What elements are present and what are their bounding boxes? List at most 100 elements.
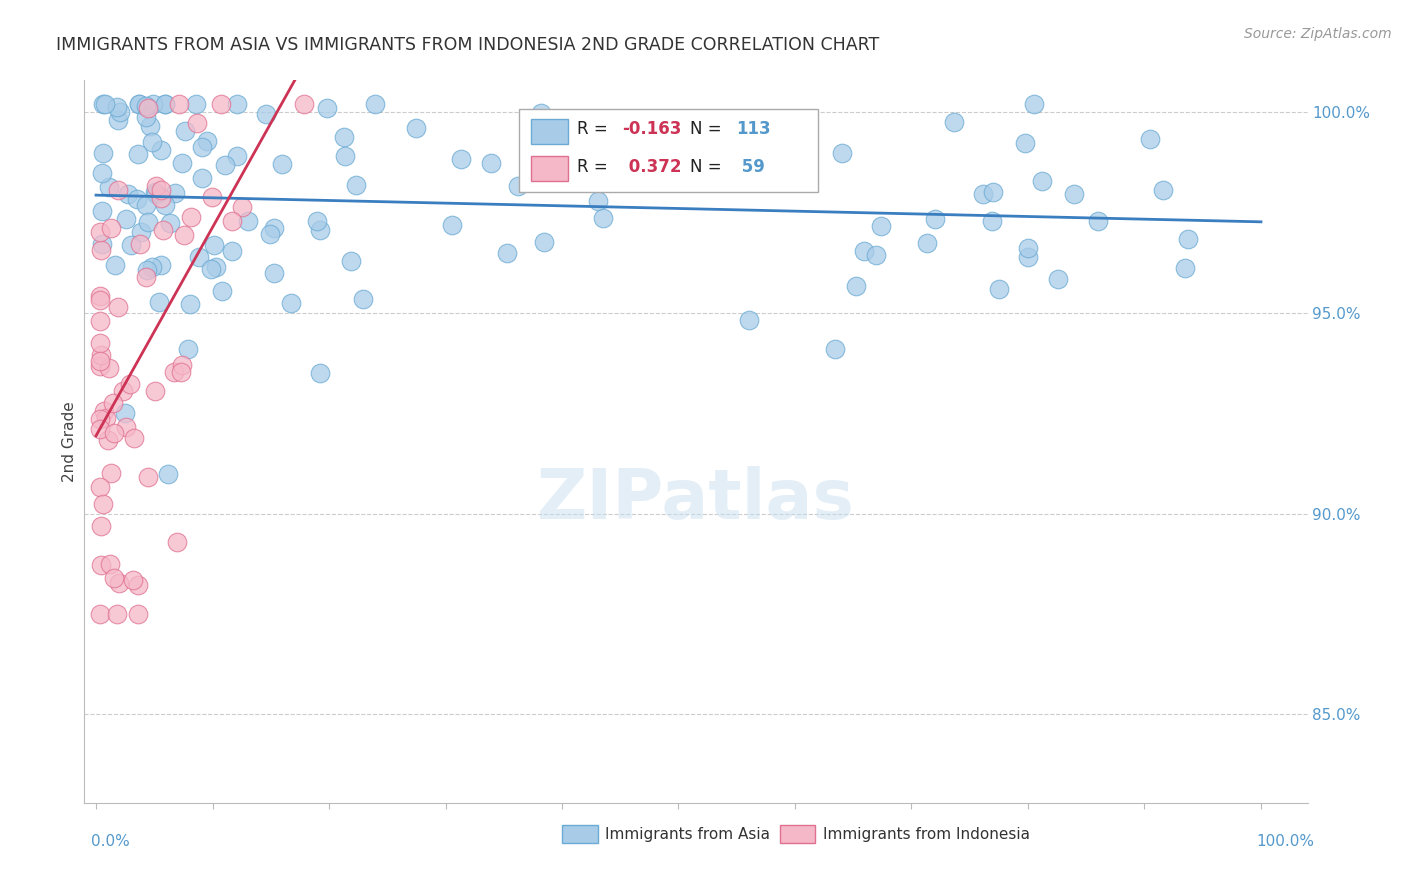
Point	[93, 404, 115, 418]
Text: R =: R =	[578, 158, 613, 176]
Point	[180, 211, 202, 225]
Text: R =: R =	[578, 120, 613, 138]
Text: ZIPatlas: ZIPatlas	[537, 466, 855, 533]
Point	[103, 258, 125, 272]
Point	[915, 235, 938, 250]
Text: 113: 113	[737, 120, 770, 138]
Point	[98, 179, 121, 194]
Point	[149, 143, 172, 157]
Point	[117, 187, 139, 202]
Point	[136, 215, 159, 229]
Point	[149, 190, 172, 204]
Point	[124, 431, 146, 445]
Point	[128, 236, 150, 251]
Point	[270, 157, 292, 171]
Point	[115, 212, 138, 227]
Point	[103, 425, 125, 440]
Point	[209, 97, 232, 112]
Point	[89, 289, 111, 303]
Text: 0.372: 0.372	[623, 158, 681, 176]
Point	[924, 212, 946, 227]
Point	[90, 236, 112, 251]
Point	[165, 186, 187, 200]
Text: N =: N =	[690, 158, 727, 176]
Point	[89, 359, 111, 373]
Point	[89, 225, 111, 239]
FancyBboxPatch shape	[531, 119, 568, 144]
Point	[105, 607, 128, 622]
Point	[153, 198, 176, 212]
Point	[259, 227, 281, 241]
Y-axis label: 2nd Grade: 2nd Grade	[62, 401, 77, 482]
Text: Immigrants from Asia: Immigrants from Asia	[605, 827, 769, 841]
Point	[105, 100, 128, 114]
Point	[89, 313, 111, 327]
Point	[100, 557, 122, 571]
Point	[145, 179, 167, 194]
Point	[530, 106, 553, 120]
Point	[738, 313, 761, 327]
Point	[89, 480, 111, 494]
Point	[100, 467, 122, 481]
Point	[1046, 272, 1069, 286]
Point	[1177, 232, 1199, 246]
Point	[93, 97, 115, 112]
Point	[152, 223, 174, 237]
Point	[136, 263, 159, 277]
Point	[125, 192, 148, 206]
Point	[107, 112, 129, 127]
Point	[852, 244, 875, 258]
Point	[364, 97, 387, 112]
Point	[127, 578, 149, 592]
Point	[143, 186, 166, 200]
Point	[141, 260, 163, 275]
Point	[169, 97, 191, 112]
Point	[90, 558, 112, 572]
Point	[96, 411, 118, 425]
Point	[987, 282, 1010, 296]
Point	[184, 97, 207, 112]
Point	[143, 384, 166, 398]
Point	[90, 166, 112, 180]
Point	[226, 149, 249, 163]
Point	[114, 407, 136, 421]
Text: IMMIGRANTS FROM ASIA VS IMMIGRANTS FROM INDONESIA 2ND GRADE CORRELATION CHART: IMMIGRANTS FROM ASIA VS IMMIGRANTS FROM …	[56, 36, 880, 54]
Point	[173, 228, 195, 243]
Point	[450, 152, 472, 166]
Point	[135, 198, 157, 212]
Point	[533, 235, 555, 249]
Point	[142, 97, 165, 112]
Text: 59: 59	[737, 158, 765, 176]
Point	[91, 497, 114, 511]
Point	[101, 396, 124, 410]
Point	[1152, 183, 1174, 197]
Point	[122, 573, 145, 587]
Point	[316, 101, 339, 115]
Point	[586, 194, 609, 208]
Point	[221, 244, 243, 258]
Point	[870, 219, 893, 233]
Text: Source: ZipAtlas.com: Source: ZipAtlas.com	[1244, 27, 1392, 41]
Point	[226, 97, 249, 112]
Point	[136, 101, 159, 115]
Point	[128, 97, 150, 112]
Point	[94, 97, 117, 112]
Point	[149, 259, 172, 273]
FancyBboxPatch shape	[531, 156, 568, 181]
Point	[120, 377, 142, 392]
Point	[127, 607, 149, 622]
Point	[191, 140, 214, 154]
Point	[170, 156, 193, 170]
Point	[107, 576, 129, 591]
Point	[204, 237, 226, 252]
Point	[128, 97, 150, 112]
Point	[153, 97, 176, 112]
Point	[1139, 132, 1161, 146]
Text: Immigrants from Indonesia: Immigrants from Indonesia	[823, 827, 1029, 841]
Point	[179, 297, 201, 311]
Point	[188, 250, 211, 264]
Point	[150, 183, 173, 197]
Point	[177, 342, 200, 356]
Point	[90, 348, 112, 362]
Point	[340, 253, 363, 268]
